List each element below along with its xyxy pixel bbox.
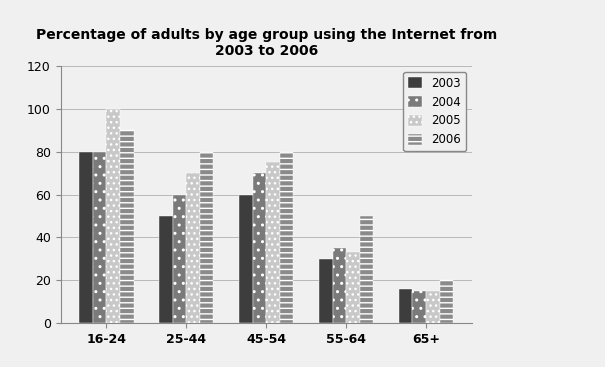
Bar	[106, 109, 120, 323]
Bar	[440, 280, 453, 323]
Bar	[319, 259, 333, 323]
Bar	[172, 195, 186, 323]
Bar	[159, 216, 172, 323]
Bar	[413, 291, 426, 323]
Bar	[399, 289, 413, 323]
Bar	[253, 173, 266, 323]
Bar	[266, 162, 280, 323]
Bar	[333, 248, 346, 323]
Bar	[93, 152, 106, 323]
Legend: 2003, 2004, 2005, 2006: 2003, 2004, 2005, 2006	[403, 72, 466, 151]
Bar	[120, 130, 134, 323]
Bar	[426, 291, 440, 323]
Bar	[360, 216, 373, 323]
Bar	[280, 152, 293, 323]
Bar	[186, 173, 200, 323]
Bar	[239, 195, 253, 323]
Bar	[200, 152, 214, 323]
Title: Percentage of adults by age group using the Internet from
2003 to 2006: Percentage of adults by age group using …	[36, 28, 497, 58]
Bar	[79, 152, 93, 323]
Bar	[346, 252, 360, 323]
